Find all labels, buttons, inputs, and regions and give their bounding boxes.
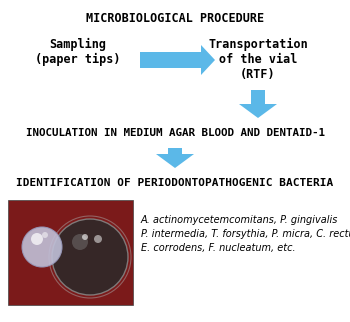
Circle shape bbox=[22, 227, 62, 267]
Polygon shape bbox=[140, 45, 215, 75]
Circle shape bbox=[94, 235, 102, 243]
Text: INOCULATION IN MEDIUM AGAR BLOOD AND DENTAID-1: INOCULATION IN MEDIUM AGAR BLOOD AND DEN… bbox=[26, 128, 324, 138]
Bar bbox=[8, 200, 133, 305]
Text: Sampling
(paper tips): Sampling (paper tips) bbox=[35, 38, 121, 66]
Circle shape bbox=[72, 234, 88, 250]
Circle shape bbox=[31, 233, 43, 245]
Text: IDENTIFICATION OF PERIODONTOPATHOGENIC BACTERIA: IDENTIFICATION OF PERIODONTOPATHOGENIC B… bbox=[16, 178, 334, 188]
Text: E. corrodens, F. nucleatum, etc.: E. corrodens, F. nucleatum, etc. bbox=[141, 243, 296, 253]
Circle shape bbox=[52, 219, 128, 295]
Text: Transportation
of the vial
(RTF): Transportation of the vial (RTF) bbox=[208, 38, 308, 81]
Polygon shape bbox=[239, 90, 277, 118]
Text: A. actinomycetemcomitans, P. gingivalis: A. actinomycetemcomitans, P. gingivalis bbox=[141, 215, 338, 225]
Circle shape bbox=[82, 234, 88, 240]
Text: P. intermedia, T. forsythia, P. micra, C. rectus,: P. intermedia, T. forsythia, P. micra, C… bbox=[141, 229, 350, 239]
Text: MICROBIOLOGICAL PROCEDURE: MICROBIOLOGICAL PROCEDURE bbox=[86, 12, 264, 25]
Polygon shape bbox=[156, 148, 194, 168]
Circle shape bbox=[42, 232, 48, 238]
